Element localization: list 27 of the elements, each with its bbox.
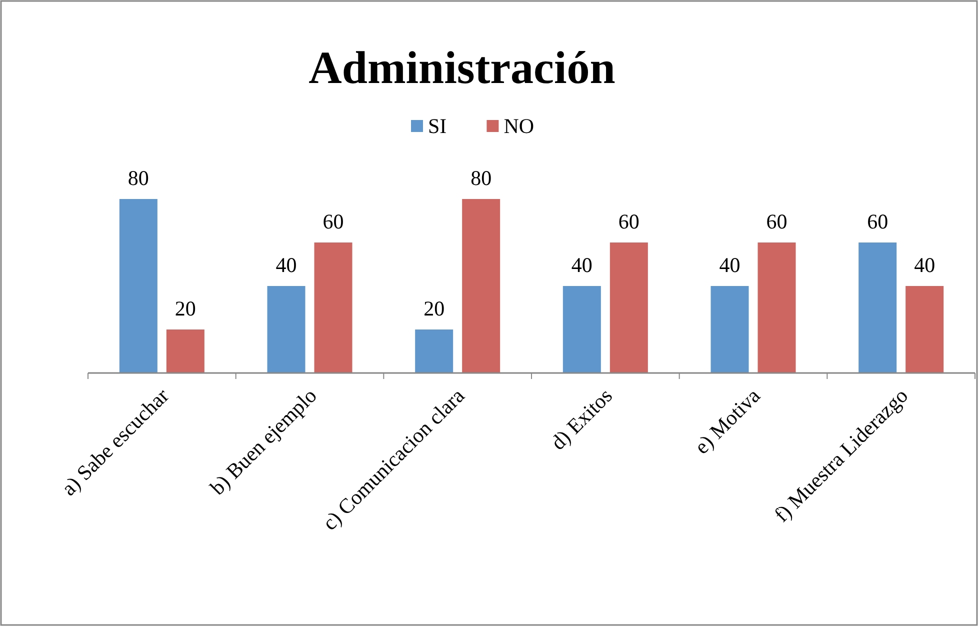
bar <box>562 286 601 373</box>
bar <box>166 330 204 373</box>
data-label: 40 <box>276 253 297 277</box>
data-label: 80 <box>470 166 492 190</box>
bar <box>758 242 796 373</box>
bar <box>119 199 158 373</box>
data-label: 40 <box>914 253 936 277</box>
data-label: 60 <box>766 210 788 234</box>
data-label: 40 <box>719 253 740 277</box>
data-label: 20 <box>174 296 196 320</box>
bar <box>610 242 648 373</box>
bar <box>314 242 352 373</box>
chart-title: Administración <box>308 42 616 93</box>
legend-label: NO <box>504 114 534 138</box>
bar <box>462 199 500 373</box>
data-label: 60 <box>867 210 888 234</box>
bar <box>858 242 897 373</box>
bar <box>415 330 454 373</box>
legend-label: SI <box>428 114 447 138</box>
bar <box>710 286 749 373</box>
bar <box>267 286 306 373</box>
data-label: 20 <box>424 296 445 320</box>
data-label: 60 <box>618 210 640 234</box>
data-label: 80 <box>128 166 149 190</box>
data-label: 40 <box>571 253 592 277</box>
bar <box>906 286 944 373</box>
data-label: 60 <box>322 210 344 234</box>
